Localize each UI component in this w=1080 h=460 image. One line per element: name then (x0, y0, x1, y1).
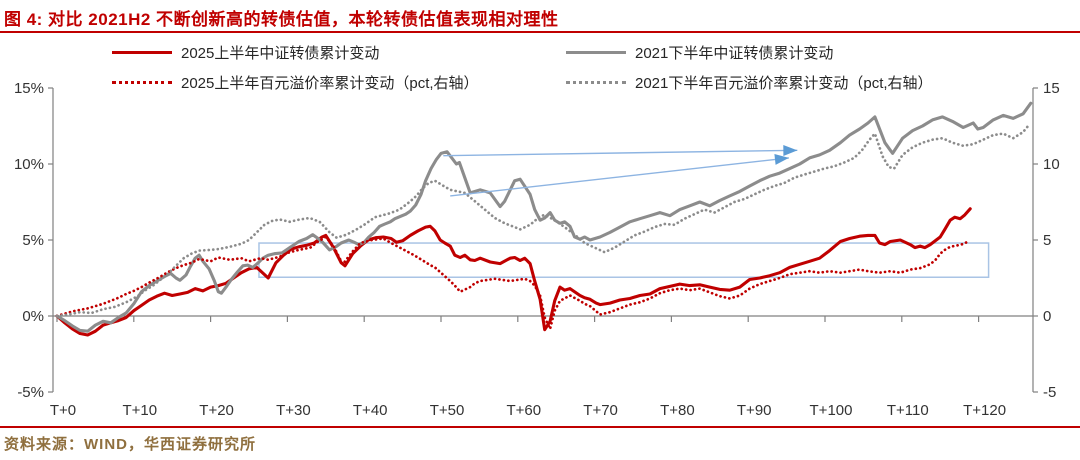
annotation-arrow-line-1 (450, 157, 789, 197)
x-label: T+80 (660, 402, 695, 419)
x-label: T+40 (353, 402, 388, 419)
x-label: T+10 (122, 402, 157, 419)
x-label: T+90 (737, 402, 772, 419)
annotation-box (258, 242, 990, 278)
legend-label: 2025上半年中证转债累计变动 (181, 44, 380, 62)
y-right-label: 5 (1043, 232, 1051, 249)
y-right-label: -5 (1043, 384, 1056, 401)
y-left-label: 10% (14, 156, 44, 173)
x-label: T+20 (199, 402, 234, 419)
annotation-arrow-line-0 (443, 149, 798, 157)
annotation-arrowhead-icon-1 (774, 154, 789, 165)
x-label: T+70 (583, 402, 618, 419)
series-line-dotted-gray (55, 123, 1031, 318)
y-left-label: 0% (22, 308, 44, 325)
annotation-arrowhead-icon-0 (783, 145, 798, 156)
legend-item-2: 2025上半年百元溢价率累计变动（pct,右轴） (112, 73, 479, 92)
legend-swatch-dotted-icon (566, 80, 626, 84)
y-left-label: 5% (22, 232, 44, 249)
x-label: T+110 (887, 402, 929, 419)
source-rule (0, 426, 1080, 428)
series-line-solid-gray (55, 101, 1033, 333)
x-label: T+120 (963, 402, 1006, 419)
legend-label: 2021下半年百元溢价率累计变动（pct,右轴） (635, 74, 933, 92)
legend-item-3: 2021下半年百元溢价率累计变动（pct,右轴） (566, 73, 933, 92)
legend-swatch-solid-icon (566, 50, 626, 54)
series-line-dotted-red (55, 235, 970, 331)
legend-item-0: 2025上半年中证转债累计变动 (112, 43, 380, 62)
legend-label: 2021下半年中证转债累计变动 (635, 44, 834, 62)
x-label: T+60 (506, 402, 541, 419)
x-label: T+0 (50, 402, 76, 419)
y-right-label: 10 (1043, 156, 1060, 173)
y-right-label: 0 (1043, 308, 1051, 325)
y-left-label: 15% (14, 80, 44, 97)
legend-swatch-dotted-icon (112, 80, 172, 84)
figure-title: 图 4: 对比 2021H2 不断创新高的转债估值，本轮转债估值表现相对理性 (4, 10, 559, 29)
y-right-label: 15 (1043, 80, 1060, 97)
source-text: 资料来源：WIND，华西证券研究所 (4, 436, 256, 453)
x-label: T+50 (430, 402, 465, 419)
legend-label: 2025上半年百元溢价率累计变动（pct,右轴） (181, 74, 479, 92)
y-left-label: -5% (17, 384, 44, 401)
x-label: T+30 (276, 402, 311, 419)
legend-swatch-solid-icon (112, 50, 172, 54)
x-label: T+100 (810, 402, 853, 419)
chart-legend: 2025上半年中证转债累计变动 2021下半年中证转债累计变动 2025上半年百元溢… (0, 0, 1080, 100)
title-rule (0, 31, 1080, 33)
legend-item-1: 2021下半年中证转债累计变动 (566, 43, 834, 62)
